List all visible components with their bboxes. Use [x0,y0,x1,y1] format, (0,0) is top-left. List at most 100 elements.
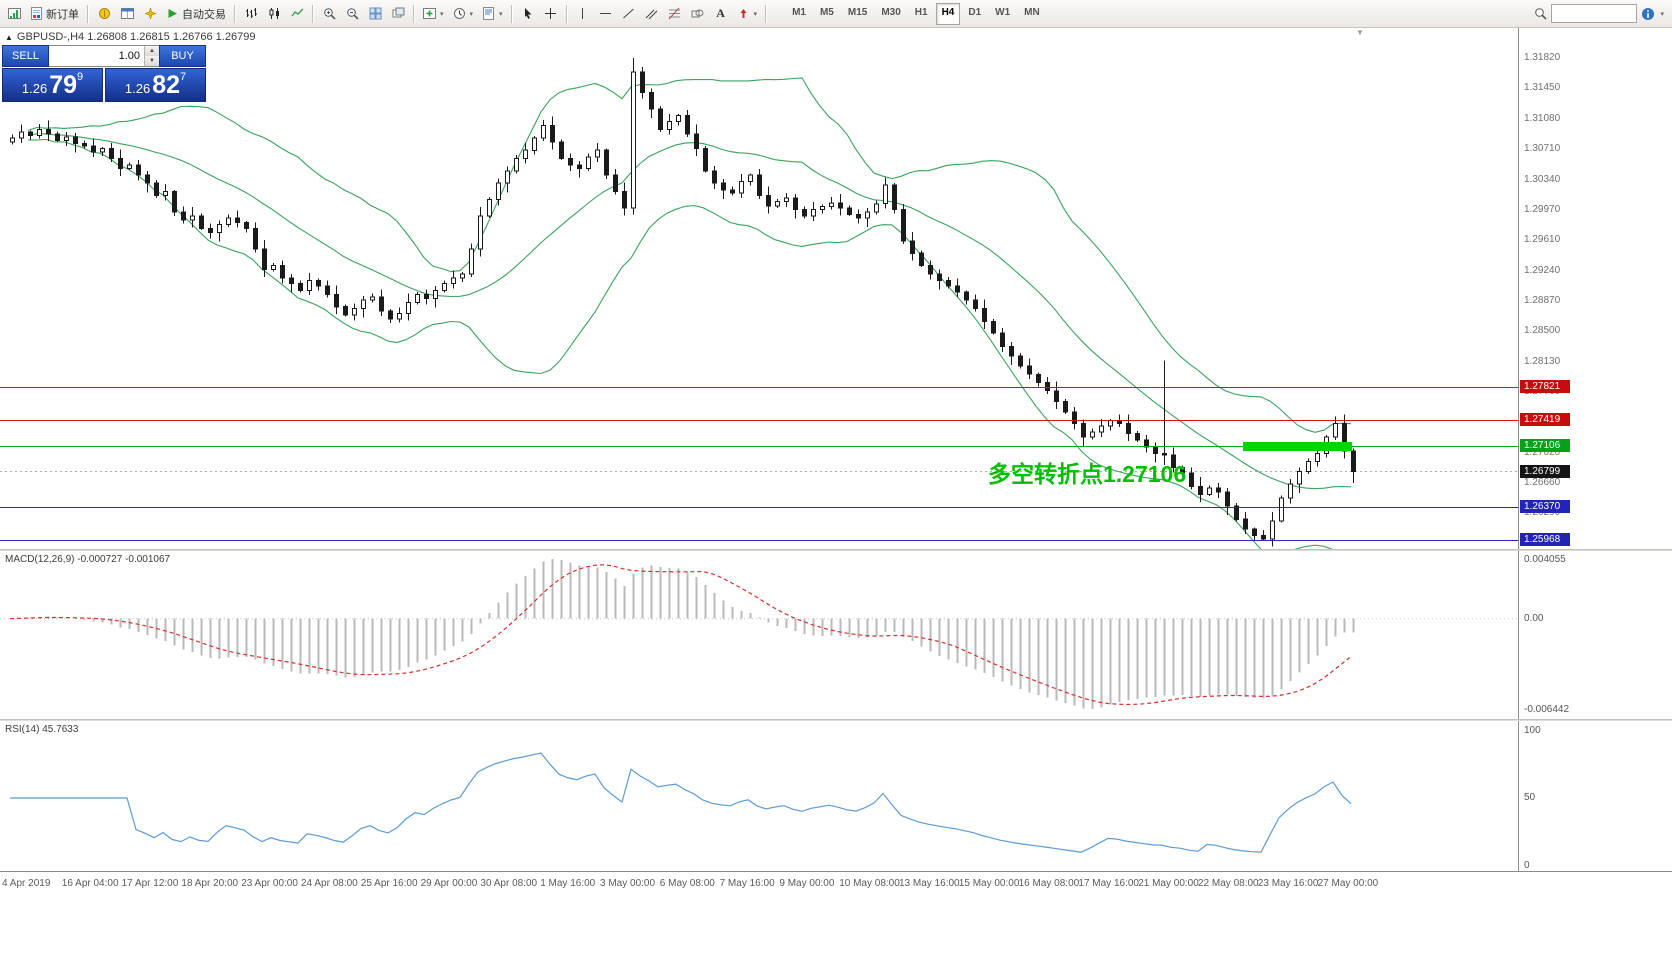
time-label: 13 May 16:00 [899,878,960,889]
indicators-icon [423,8,436,19]
price-scale[interactable]: 1.31820 1.31450 1.31080 1.30710 1.30340 1.299… [1518,27,1672,871]
trendline-tool-button[interactable] [618,3,640,25]
price-tag: 1.26370 [1520,500,1570,513]
timeframe-M15[interactable]: M15 [847,6,868,18]
navigator-button[interactable] [139,3,161,25]
stepper-down-icon[interactable]: ▼ [145,56,159,66]
price-tick-label: 1.26660 [1524,477,1561,488]
timeframe-M1[interactable]: M1 [792,6,806,18]
buy-button[interactable]: BUY [159,45,206,67]
indicators-button[interactable]: ▾ [419,3,448,25]
timeframe-MN[interactable]: MN [1024,6,1040,18]
stepper-up-icon[interactable]: ▲ [145,46,159,56]
time-label: 4 Apr 2019 [2,878,51,889]
toolbar-overflow-caret-icon[interactable]: ▾ [1660,10,1664,18]
bar-chart-mode-button[interactable] [240,3,262,25]
periods-button[interactable]: ▾ [449,3,478,25]
time-label: 9 May 00:00 [779,878,835,889]
sell-price-base: 1.26 [21,81,48,96]
horizontal-level-line[interactable] [0,387,1518,388]
price-tick-label: -0.006442 [1524,704,1570,715]
time-label: 27 May 00:00 [1317,878,1379,889]
time-label: 23 Apr 00:00 [241,878,298,889]
sell-price-button[interactable]: 1.26 79 9 [2,68,103,102]
chart-annotation-text[interactable]: 多空转折点1.27106 [988,461,1187,487]
price-tick-label: 0 [1524,860,1530,871]
line-chart-mode-button[interactable] [286,3,308,25]
rsi-panel[interactable]: RSI(14) 45.7633 [0,721,1518,871]
timeframe-D1[interactable]: D1 [968,6,982,18]
one-click-collapse-icon[interactable]: ▲ [5,32,13,42]
timeframe-H4[interactable]: H4 [935,2,961,25]
time-label: 17 May 16:00 [1078,878,1139,889]
sell-price-sup: 9 [77,71,84,83]
price-tag: 1.26799 [1520,465,1570,478]
vertical-line-tool-button[interactable] [572,3,594,25]
timeframe-H1[interactable]: H1 [914,6,928,18]
price-tick-label: 1.30340 [1524,174,1561,185]
search-group: ▾ [1534,4,1669,23]
horizontal-level-line[interactable] [0,446,1518,447]
price-tick-label: 0.004055 [1524,554,1566,565]
horizontal-level-line[interactable] [0,540,1518,541]
market-watch-button[interactable] [93,3,115,25]
line-chart-icon [290,8,303,17]
crosshair-button[interactable] [540,3,562,25]
candlestick-mode-button[interactable] [263,3,285,25]
auto-trading-button[interactable]: 自动交易 [162,3,230,25]
volume-value[interactable]: 1.00 [118,50,140,62]
horizontal-line-tool-button[interactable] [595,3,617,25]
text-tool-label: A [716,6,725,20]
macd-chart [0,559,1518,709]
price-tick-label: 1.31820 [1524,52,1561,63]
search-input[interactable] [1551,4,1638,23]
arrows-tool-button[interactable]: ▾ [733,3,762,25]
time-scale[interactable]: 4 Apr 2019 16 Apr 04:00 17 Apr 12:00 18 Apr… [0,871,1672,953]
cascade-windows-button[interactable] [387,3,409,25]
timeframe-M30[interactable]: M30 [881,6,901,18]
new-order-button[interactable]: 新订单 [26,3,83,25]
time-label: 18 Apr 20:00 [181,878,239,889]
panel-splitter[interactable] [0,549,1672,551]
separator [565,4,568,23]
panel-splitter[interactable] [0,719,1672,721]
volume-field[interactable]: 1.00 ▲ ▼ [49,45,159,67]
time-label: 17 Apr 12:00 [121,878,179,889]
support-highlight-box[interactable] [1243,442,1352,451]
sell-button[interactable]: SELL [2,45,49,67]
price-tick-label: 1.28500 [1524,325,1561,336]
channel-tool-button[interactable] [641,3,663,25]
timeframe-M5[interactable]: M5 [819,6,834,18]
separator [87,4,89,23]
shapes-tool-button[interactable] [687,3,709,25]
buy-price-base: 1.26 [124,81,151,96]
cursor-button[interactable] [517,3,539,25]
time-label: 30 Apr 08:00 [480,878,538,889]
macd-panel[interactable]: MACD(12,26,9) -0.000727 -0.001067 [0,551,1518,719]
zoom-out-button[interactable] [341,3,363,25]
text-tool-button[interactable]: A [710,3,732,25]
horizontal-line-icon [600,13,612,14]
new-chart-button[interactable] [3,3,25,25]
dropdown-caret-icon: ▾ [499,10,503,18]
templates-button[interactable]: ▾ [478,3,507,25]
tile-windows-button[interactable] [364,3,386,25]
timeframe-W1[interactable]: W1 [995,6,1011,18]
zoom-in-button[interactable] [318,3,340,25]
volume-stepper[interactable]: ▲ ▼ [144,46,159,66]
horizontal-level-line[interactable] [0,507,1518,508]
community-icon[interactable] [1641,7,1655,21]
bar-chart-icon [245,8,257,18]
auto-trading-label: 自动交易 [182,8,226,21]
time-label: 10 May 08:00 [839,878,900,889]
price-tick-label: 1.31080 [1524,113,1561,124]
new-order-label: 新订单 [46,8,79,21]
buy-price-sup: 7 [180,71,187,83]
horizontal-level-line[interactable] [0,420,1518,421]
main-price-panel[interactable]: ▼ ▲ GBPUSD-,H4 1.26808 1.26815 1.26766 1… [0,27,1518,549]
data-window-button[interactable] [116,3,138,25]
fibonacci-tool-button[interactable] [664,3,686,25]
buy-price-button[interactable]: 1.26 82 7 [105,68,206,102]
price-shift-marker-icon[interactable]: ▼ [1356,28,1364,37]
